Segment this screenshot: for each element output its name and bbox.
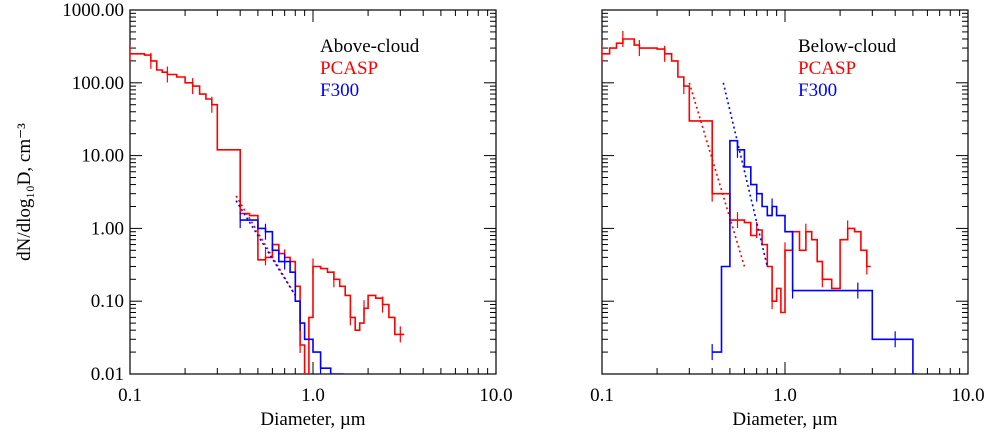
- series-f300-fit-line: [722, 82, 769, 267]
- legend-label-above-cloud: Above-cloud: [320, 36, 420, 57]
- y-tick-label: 1.00: [91, 218, 124, 239]
- left-y-axis-title: dN/dlog₁₀D, cm⁻³: [14, 123, 35, 261]
- right-ticks: 0.1 1.0 10.0: [590, 9, 985, 406]
- right-panel: 0.1 1.0 10.0 Below-cloud PCASP F300 Diamet…: [590, 9, 985, 430]
- legend-label-below-cloud: Below-cloud: [798, 36, 897, 57]
- x-tick-label: 1.0: [301, 385, 325, 406]
- y-tick-label: 100.00: [72, 73, 124, 94]
- x-tick-label: 0.1: [118, 385, 142, 406]
- left-x-axis-title: Diameter, µm: [260, 409, 365, 430]
- series-f300-line: [712, 139, 917, 374]
- series-pcasp-line: [130, 53, 405, 374]
- left-panel: 0.1 1.0 10.0 0.01 0.10 1.00 10.00 100.00 1000.00…: [14, 0, 513, 430]
- x-tick-label: 10.0: [479, 385, 512, 406]
- plot-area: [602, 30, 917, 374]
- y-tick-label: 10.00: [81, 146, 124, 167]
- series-f300-fit-line: [235, 200, 296, 296]
- right-legend: Below-cloud PCASP F300: [798, 36, 897, 101]
- y-tick-label: 1000.00: [62, 0, 124, 21]
- plot-area: [130, 45, 405, 374]
- series-pcasp-fit-line: [235, 195, 296, 296]
- legend-label-pcasp: PCASP: [320, 58, 378, 79]
- series-pcasp-fit-line: [688, 82, 746, 267]
- x-tick-label: 1.0: [773, 385, 797, 406]
- legend-label-f300: F300: [320, 80, 359, 101]
- right-x-axis-title: Diameter, µm: [732, 409, 837, 430]
- left-legend: Above-cloud PCASP F300: [320, 36, 420, 101]
- legend-label-pcasp-right: PCASP: [798, 58, 856, 79]
- series-f300-line: [240, 219, 344, 374]
- y-tick-label: 0.01: [91, 364, 124, 385]
- left-series: [130, 45, 405, 374]
- x-tick-label: 0.1: [590, 385, 614, 406]
- right-plot-frame: [601, 9, 969, 375]
- left-ticks: 0.1 1.0 10.0 0.01 0.10 1.00 10.00 100.00 1000.00: [62, 0, 512, 406]
- right-series: [602, 30, 917, 374]
- y-tick-label: 0.10: [91, 291, 124, 312]
- x-tick-label: 10.0: [951, 385, 984, 406]
- legend-label-f300-right: F300: [798, 80, 837, 101]
- left-plot-frame: [129, 9, 497, 375]
